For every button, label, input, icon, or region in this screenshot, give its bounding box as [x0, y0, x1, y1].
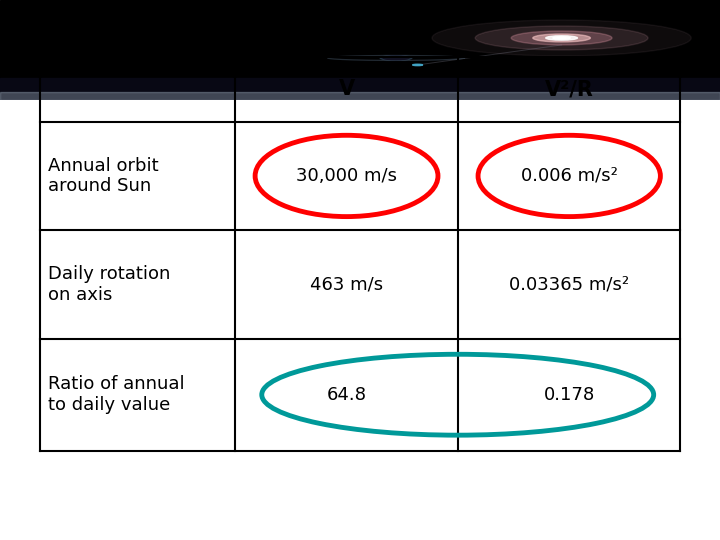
Text: V: V — [338, 79, 355, 99]
Circle shape — [546, 36, 577, 40]
Circle shape — [413, 64, 423, 66]
Circle shape — [511, 31, 612, 45]
Circle shape — [475, 26, 648, 50]
Circle shape — [533, 34, 590, 42]
Circle shape — [380, 56, 412, 60]
Text: 0.178: 0.178 — [544, 386, 595, 404]
Text: Annual orbit
around Sun: Annual orbit around Sun — [48, 157, 159, 195]
Text: 64.8: 64.8 — [327, 386, 366, 404]
Text: V²/R: V²/R — [545, 79, 594, 99]
Text: Daily rotation
on axis: Daily rotation on axis — [48, 265, 171, 304]
Circle shape — [383, 56, 409, 60]
Bar — [0, 78, 720, 100]
Text: 0.03365 m/s²: 0.03365 m/s² — [509, 275, 629, 293]
Text: Ratio of annual
to daily value: Ratio of annual to daily value — [48, 375, 185, 414]
Circle shape — [432, 20, 691, 56]
Text: 463 m/s: 463 m/s — [310, 275, 383, 293]
Text: 30,000 m/s: 30,000 m/s — [296, 167, 397, 185]
Bar — [0, 92, 720, 100]
Circle shape — [553, 37, 570, 39]
Text: 0.006 m/s²: 0.006 m/s² — [521, 167, 618, 185]
